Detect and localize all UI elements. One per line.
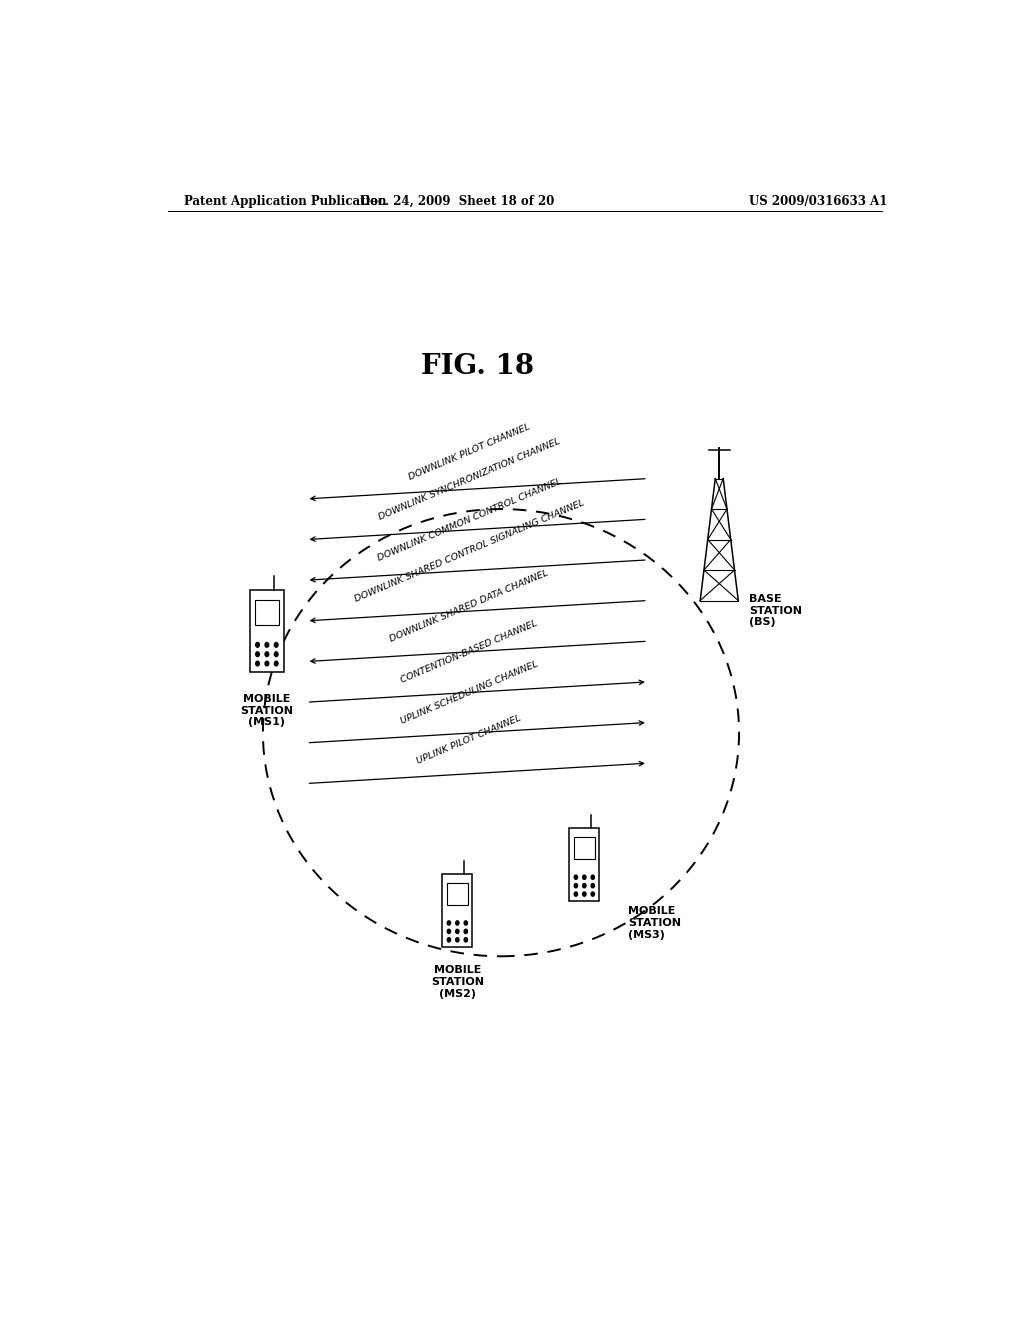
Text: DOWNLINK COMMON CONTROL CHANNEL: DOWNLINK COMMON CONTROL CHANNEL: [376, 477, 562, 562]
Circle shape: [456, 937, 459, 942]
Circle shape: [591, 892, 594, 896]
Text: US 2009/0316633 A1: US 2009/0316633 A1: [750, 194, 888, 207]
Circle shape: [464, 937, 467, 942]
Circle shape: [456, 921, 459, 925]
Text: Patent Application Publication: Patent Application Publication: [183, 194, 386, 207]
Circle shape: [265, 652, 268, 656]
Circle shape: [574, 892, 578, 896]
Circle shape: [274, 652, 279, 656]
Circle shape: [574, 875, 578, 879]
Circle shape: [456, 929, 459, 933]
Text: DOWNLINK SHARED CONTROL SIGNALING CHANNEL: DOWNLINK SHARED CONTROL SIGNALING CHANNE…: [353, 498, 586, 603]
Text: Dec. 24, 2009  Sheet 18 of 20: Dec. 24, 2009 Sheet 18 of 20: [360, 194, 555, 207]
Circle shape: [447, 929, 451, 933]
Bar: [573, 837, 595, 859]
Circle shape: [447, 921, 451, 925]
Circle shape: [583, 892, 586, 896]
Text: DOWNLINK SHARED DATA CHANNEL: DOWNLINK SHARED DATA CHANNEL: [388, 569, 550, 644]
Text: MOBILE
STATION
(MS2): MOBILE STATION (MS2): [431, 965, 484, 999]
Circle shape: [583, 883, 586, 888]
Text: UPLINK PILOT CHANNEL: UPLINK PILOT CHANNEL: [416, 714, 523, 766]
Bar: [442, 874, 472, 948]
Circle shape: [464, 921, 467, 925]
Circle shape: [265, 643, 268, 647]
Text: DOWNLINK PILOT CHANNEL: DOWNLINK PILOT CHANNEL: [408, 422, 531, 482]
Circle shape: [574, 883, 578, 888]
Circle shape: [447, 937, 451, 942]
Circle shape: [591, 883, 594, 888]
Circle shape: [583, 875, 586, 879]
Text: UPLINK SCHEDULING CHANNEL: UPLINK SCHEDULING CHANNEL: [399, 659, 540, 726]
Text: DOWNLINK SYNCHRONIZATION CHANNEL: DOWNLINK SYNCHRONIZATION CHANNEL: [377, 437, 561, 523]
Text: MOBILE
STATION
(MS3): MOBILE STATION (MS3): [628, 907, 681, 940]
Bar: [255, 601, 279, 624]
Bar: [569, 828, 599, 902]
Circle shape: [265, 661, 268, 665]
Text: CONTENTION-BASED CHANNEL: CONTENTION-BASED CHANNEL: [399, 619, 539, 685]
Circle shape: [274, 643, 279, 647]
Circle shape: [274, 661, 279, 665]
Circle shape: [256, 652, 259, 656]
Circle shape: [256, 661, 259, 665]
Text: MOBILE
STATION
(MS1): MOBILE STATION (MS1): [241, 694, 294, 727]
Text: FIG. 18: FIG. 18: [421, 354, 534, 380]
Bar: [446, 883, 468, 904]
Circle shape: [256, 643, 259, 647]
Bar: [250, 590, 284, 672]
Circle shape: [464, 929, 467, 933]
Text: BASE
STATION
(BS): BASE STATION (BS): [750, 594, 803, 627]
Circle shape: [591, 875, 594, 879]
